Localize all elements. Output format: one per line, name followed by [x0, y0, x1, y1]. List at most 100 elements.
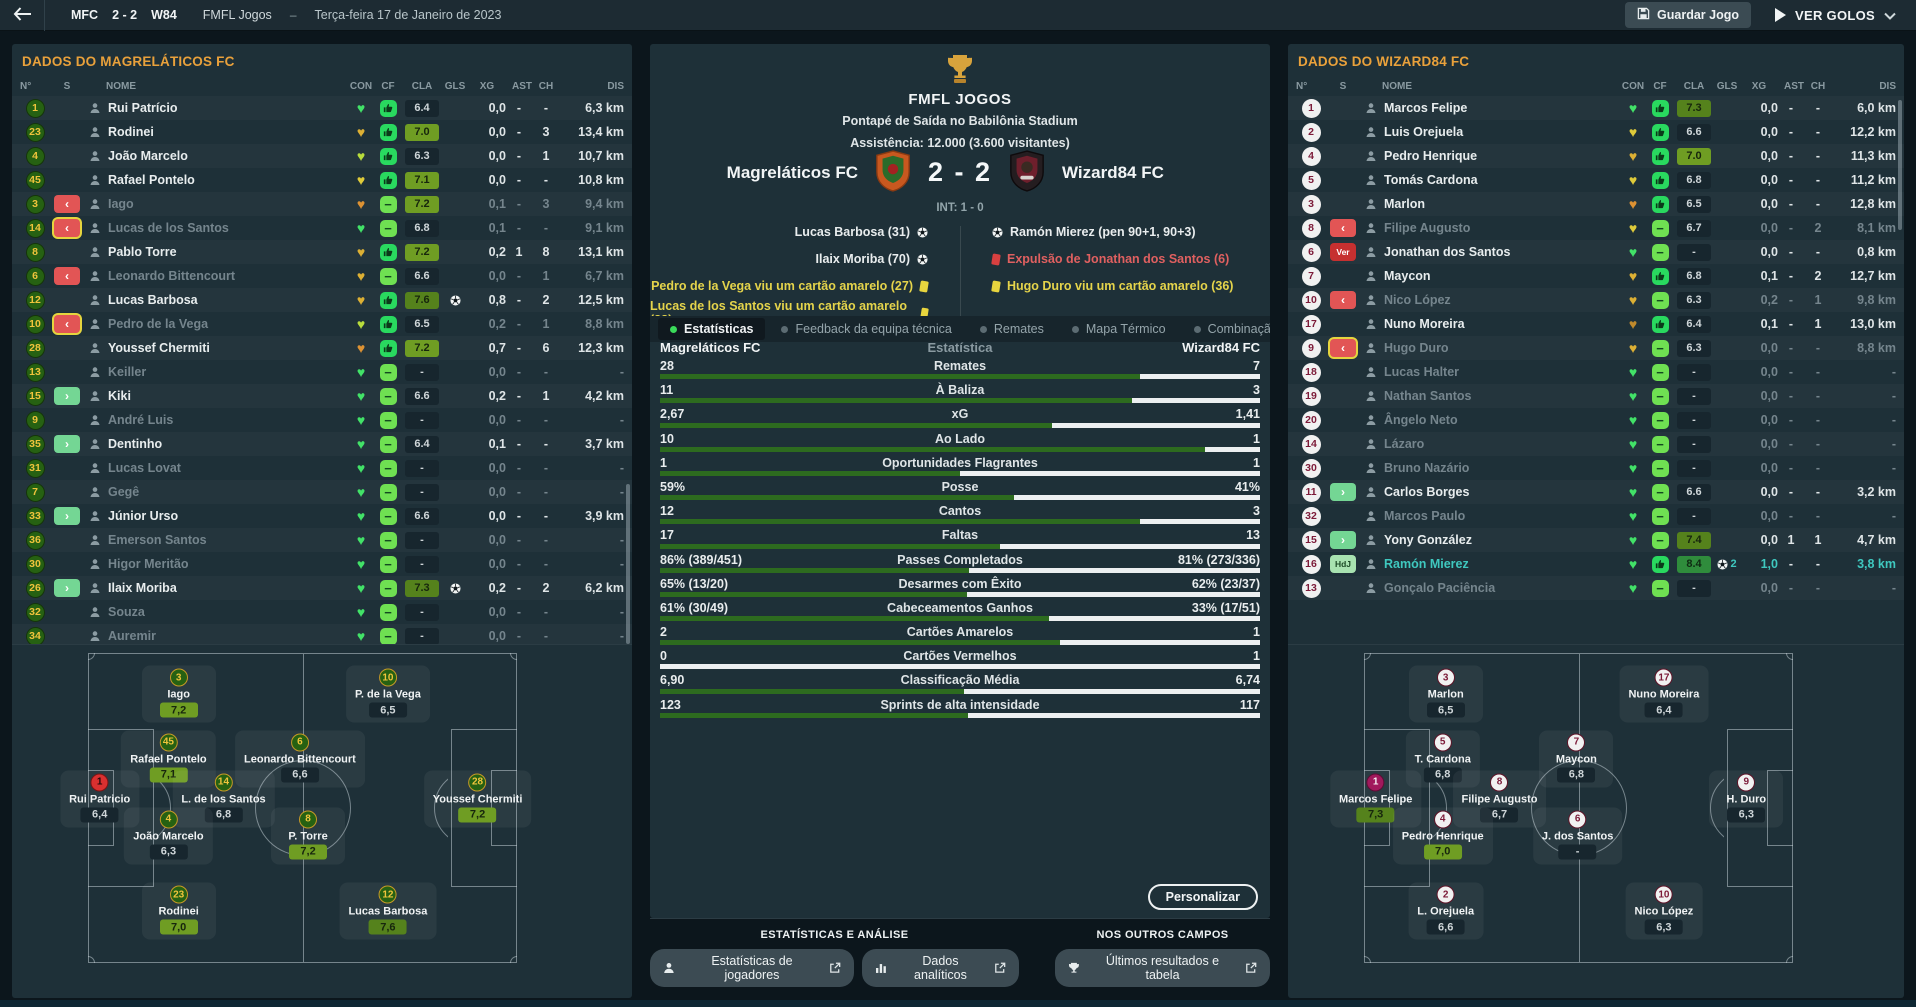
thumb-up-icon [1655, 151, 1665, 161]
save-game-button[interactable]: Guardar Jogo [1625, 2, 1751, 28]
pitch-player-pedro-henrique[interactable]: 4 Pedro Henrique 7,0 [1392, 807, 1493, 865]
player-row[interactable]: 7 Maycon ♥ 6.8 0,1- 2 12,7 km [1288, 264, 1904, 288]
pitch-player-j-dos-santos[interactable]: 6 J. dos Santos - [1532, 807, 1623, 865]
away-list-scrollbar[interactable] [1898, 100, 1902, 230]
player-row[interactable]: 18 Lucas Halter ♥ − -0,0- - - [1288, 360, 1904, 384]
player-row[interactable]: 32 Marcos Paulo ♥ − -0,0- - - [1288, 504, 1904, 528]
tab-feedback-da-equipa-t-cnica[interactable]: Feedback da equipa técnica [769, 318, 963, 340]
pitch-player-l-de-los-santos[interactable]: 14 L. de los Santos 6,8 [172, 770, 275, 828]
player-row[interactable]: 16 HdJ Ramón Mierez ♥ 8.4 2 1,0- -3,8 km [1288, 552, 1904, 576]
player-row[interactable]: 30 Higor Meritão ♥ − -0,0- - - [12, 552, 632, 576]
player-row[interactable]: 10 ‹ Nico López ♥ −6.3 0,2- 1 9,8 km [1288, 288, 1904, 312]
player-row[interactable]: 1 Rui Patrício ♥ 6.4 0,0- -6,3 km [12, 96, 632, 120]
player-row[interactable]: 6 Ver Jonathan dos Santos ♥ − -0,0- -0,8 km [1288, 240, 1904, 264]
away-team-name[interactable]: Wizard84 FC [1062, 162, 1164, 182]
pitch-player-leonardo-bittencourt[interactable]: 6 Leonardo Bittencourt 6,6 [235, 730, 365, 788]
player-row[interactable]: 9 ‹ Hugo Duro ♥ −6.3 0,0- -8,8 km [1288, 336, 1904, 360]
chevron-down-icon[interactable] [1884, 8, 1896, 23]
away-panel-title: DADOS DO WIZARD84 FC [1298, 54, 1470, 69]
home-team-name[interactable]: Magreláticos FC [726, 162, 858, 182]
player-row[interactable]: 2 Luis Orejuela ♥ 6.6 0,0- -12,2 km [1288, 120, 1904, 144]
pitch-player-rui-patricio[interactable]: 1 Rui Patricio 6,4 [60, 770, 140, 828]
pitch-player-rafael-pontelo[interactable]: 45 Rafael Pontelo 7,1 [121, 730, 216, 788]
pitch-player-jo-o-marcelo[interactable]: 4 João Marcelo 6,3 [124, 807, 213, 865]
player-row[interactable]: 19 Nathan Santos ♥ − -0,0- - - [1288, 384, 1904, 408]
pitch-player-marcos-felipe[interactable]: 1 Marcos Felipe 7,3 [1329, 770, 1422, 828]
player-row[interactable]: 23 Rodinei ♥ 7.0 0,0- 3 13,4 km [12, 120, 632, 144]
player-row[interactable]: 6 ‹ Leonardo Bittencourt ♥ −6.6 0,0- 1 6,7 km [12, 264, 632, 288]
pitch-player-t-cardona[interactable]: 5 T. Cardona 6,8 [1405, 730, 1480, 788]
player-name: Ramón Mierez [1384, 557, 1469, 571]
tab-remates[interactable]: Remates [968, 318, 1056, 340]
player-row[interactable]: 26 › Ilaix Moriba ♥ −7.3 0,2- 2 6,2 km [12, 576, 632, 600]
player-row[interactable]: 3 ‹ Iago ♥ −7.2 0,1- 3 9,4 km [12, 192, 632, 216]
player-row[interactable]: 1 Marcos Felipe ♥ 7.3 0,0- -6,0 km [1288, 96, 1904, 120]
chances-value: 1 [542, 269, 550, 283]
xg-value: 0,0 [488, 269, 506, 283]
player-row[interactable]: 15 › Kiki ♥ −6.6 0,2- 1 4,2 km [12, 384, 632, 408]
ver-golos-button[interactable]: VER GOLOS [1775, 8, 1896, 23]
player-row[interactable]: 31 Lucas Lovat ♥ − -0,0- - - [12, 456, 632, 480]
player-row[interactable]: 17 Nuno Moreira ♥ 6.4 0,1- 1 13,0 km [1288, 312, 1904, 336]
player-row[interactable]: 32 Souza ♥ − -0,0- - - [12, 600, 632, 624]
player-name: Marcos Felipe [1384, 101, 1468, 115]
player-row[interactable]: 4 João Marcelo ♥ 6.3 0,0- 1 10,7 km [12, 144, 632, 168]
player-row[interactable]: 20 Ângelo Neto ♥ − -0,0- - - [1288, 408, 1904, 432]
player-row[interactable]: 3 Marlon ♥ 6.5 0,0- -12,8 km [1288, 192, 1904, 216]
pitch-player-h-duro[interactable]: 9 H. Duro 6,3 [1709, 770, 1784, 828]
pitch-player-nico-l-pez[interactable]: 10 Nico López 6,3 [1625, 882, 1703, 940]
pitch-player-marlon[interactable]: 3 Marlon 6,5 [1408, 665, 1483, 723]
player-row[interactable]: 45 Rafael Pontelo ♥ 7.1 0,0- -10,8 km [12, 168, 632, 192]
form-minus-icon: − [1651, 363, 1669, 381]
player-row[interactable]: 36 Emerson Santos ♥ − -0,0- - - [12, 528, 632, 552]
pitch-player-iago[interactable]: 3 Iago 7,2 [141, 665, 216, 723]
player-row[interactable]: 5 Tomás Cardona ♥ 6.8 0,0- -11,2 km [1288, 168, 1904, 192]
player-row[interactable]: 13 Gonçalo Paciência ♥ − -0,0- - - [1288, 576, 1904, 600]
player-row[interactable]: 28 Youssef Chermiti ♥ 7.2 0,7- 6 12,3 km [12, 336, 632, 360]
player-row[interactable]: 15 › Yony González ♥ −7.4 0,0 1 1 4,7 km [1288, 528, 1904, 552]
personalize-button[interactable]: Personalizar [1147, 884, 1258, 910]
player-row[interactable]: 7 Gegê ♥ − -0,0- - - [12, 480, 632, 504]
player-row[interactable]: 11 › Carlos Borges ♥ −6.6 0,0- -3,2 km [1288, 480, 1904, 504]
player-row[interactable]: 14 Lázaro ♥ − -0,0- - - [1288, 432, 1904, 456]
pitch-player-p-de-la-vega[interactable]: 10 P. de la Vega 6,5 [345, 665, 430, 723]
home-list-scrollbar[interactable] [626, 484, 630, 644]
player-row[interactable]: 4 Pedro Henrique ♥ 7.0 0,0- -11,3 km [1288, 144, 1904, 168]
player-row[interactable]: 12 Lucas Barbosa ♥ 7.6 0,8- 2 12,5 km [12, 288, 632, 312]
pitch-player-filipe-augusto[interactable]: 8 Filipe Augusto 6,7 [1452, 770, 1547, 828]
player-row[interactable]: 9 André Luis ♥ − -0,0- - - [12, 408, 632, 432]
player-row[interactable]: 33 › Júnior Urso ♥ −6.6 0,0- -3,9 km [12, 504, 632, 528]
pitch-player-p-torre[interactable]: 8 P. Torre 7,2 [271, 807, 346, 865]
player-row[interactable]: 10 ‹ Pedro de la Vega ♥ 6.5 0,2- 1 8,8 km [12, 312, 632, 336]
condition-heart-icon: ♥ [356, 100, 366, 116]
back-button[interactable] [0, 0, 44, 30]
chances-value: - [543, 485, 549, 499]
stat-bar [660, 470, 1260, 476]
dados-anal-ticos-button[interactable]: Dados analíticos [861, 949, 1020, 987]
shirt-number: 3 [1301, 194, 1321, 214]
chances-value: - [1815, 365, 1821, 379]
player-row[interactable]: 30 Bruno Nazário ♥ − -0,0- - - [1288, 456, 1904, 480]
xg-value: 0,0 [488, 101, 506, 115]
estat-sticas-de-jogadores-button[interactable]: Estatísticas de jogadores [650, 949, 854, 987]
player-row[interactable]: 8 Pablo Torre ♥ 7.2 0,2 1 8 13,1 km [12, 240, 632, 264]
pitch-player-youssef-chermiti[interactable]: 28 Youssef Chermiti 7,2 [423, 770, 532, 828]
player-row[interactable]: 13 Keiller ♥ − -0,0- - - [12, 360, 632, 384]
match-rating: 7,0 [159, 919, 198, 935]
pitch-player-rodinei[interactable]: 23 Rodinei 7,0 [141, 882, 216, 940]
pitch-player-nuno-moreira[interactable]: 17 Nuno Moreira 6,4 [1619, 665, 1709, 723]
pitch-player-l-orejuela[interactable]: 2 L. Orejuela 6,6 [1408, 882, 1484, 940]
player-row[interactable]: 14 ‹ Lucas de los Santos ♥ −6.8 0,1- -9,1 km [12, 216, 632, 240]
tab-estat-sticas[interactable]: Estatísticas [658, 318, 766, 340]
pitch-player-lucas-barbosa[interactable]: 12 Lucas Barbosa 7,6 [339, 882, 437, 940]
tab-combina-o-de-passes[interactable]: Combinação de Passes [1182, 318, 1270, 340]
player-row[interactable]: 35 › Dentinho ♥ −6.4 0,1- -3,7 km [12, 432, 632, 456]
stat-row: 11 3 À Baliza [660, 382, 1260, 406]
distance-value: 4,2 km [585, 389, 624, 403]
tab-mapa-t-rmico[interactable]: Mapa Térmico [1060, 318, 1178, 340]
pitch-player-maycon[interactable]: 7 Maycon 6,8 [1539, 730, 1614, 788]
player-row[interactable]: 34 Auremir ♥ − -0,0- - - [12, 624, 632, 644]
player-row[interactable]: 8 ‹ Filipe Augusto ♥ −6.7 0,0- 2 8,1 km [1288, 216, 1904, 240]
-ltimos-resultados-e-tabela-button[interactable]: Últimos resultados e tabela [1055, 949, 1270, 987]
home-panel-title: DADOS DO MAGRELÁTICOS FC [22, 54, 235, 69]
